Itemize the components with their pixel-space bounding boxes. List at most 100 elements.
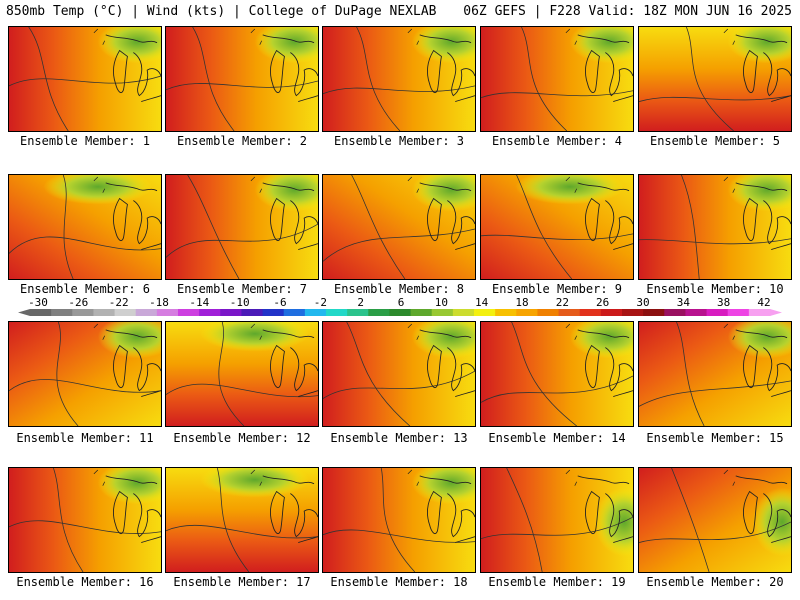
colorbar-swatch xyxy=(389,309,412,316)
run-valid-time: 06Z GEFS | F228 Valid: 18Z MON JUN 16 20… xyxy=(463,4,792,19)
colorbar-swatch xyxy=(114,309,137,316)
ensemble-member-label: Ensemble Member: 9 xyxy=(491,282,623,296)
colorbar-tick-label: 38 xyxy=(717,296,731,309)
ensemble-member-label: Ensemble Member: 15 xyxy=(646,431,784,445)
ensemble-member-map xyxy=(480,321,634,427)
colorbar-swatch xyxy=(72,309,94,316)
colorbar-swatch xyxy=(368,309,390,316)
ensemble-member-label: Ensemble Member: 13 xyxy=(330,431,468,445)
colorbar-tick-label: 42 xyxy=(757,296,771,309)
ensemble-member-map xyxy=(480,174,634,280)
map-title: 850mb Temp (°C) | Wind (kts) | College o… xyxy=(6,4,437,19)
colorbar-swatch xyxy=(622,309,644,316)
ensemble-member-map xyxy=(638,467,792,573)
colorbar-swatch xyxy=(304,309,327,316)
ensemble-member-label: Ensemble Member: 5 xyxy=(649,134,781,148)
colorbar-swatch xyxy=(347,309,369,316)
colorbar-tick-label: -6 xyxy=(273,296,287,309)
colorbar-swatch xyxy=(178,309,200,316)
colorbar-tick-label: 2 xyxy=(357,296,364,309)
colorbar-tick-label: -26 xyxy=(68,296,89,309)
ensemble-member-map xyxy=(322,321,476,427)
colorbar-tick-label: 6 xyxy=(397,296,405,309)
ensemble-member-label: Ensemble Member: 11 xyxy=(16,431,154,445)
colorbar-swatch xyxy=(283,309,306,316)
colorbar-swatch xyxy=(727,309,750,316)
ensemble-member-map xyxy=(322,174,476,280)
ensemble-member-label: Ensemble Member: 19 xyxy=(488,575,626,589)
colorbar-tick-label: -22 xyxy=(108,296,129,309)
ensemble-member-label: Ensemble Member: 6 xyxy=(19,282,151,296)
colorbar-swatch xyxy=(93,309,116,316)
colorbar-swatch xyxy=(410,309,433,316)
colorbar-tick-label: 14 xyxy=(475,296,489,309)
ensemble-member-map xyxy=(322,467,476,573)
colorbar-swatch xyxy=(643,309,665,316)
ensemble-member-map xyxy=(480,467,634,573)
ensemble-member-label: Ensemble Member: 17 xyxy=(173,575,311,589)
colorbar-swatch xyxy=(537,309,560,316)
colorbar-tick-label: -2 xyxy=(313,296,327,309)
ensemble-member-label: Ensemble Member: 7 xyxy=(176,282,308,296)
colorbar-swatch xyxy=(706,309,729,316)
colorbar-tick-label: -18 xyxy=(149,296,169,309)
colorbar-swatch xyxy=(262,309,285,316)
ensemble-member-label: Ensemble Member: 20 xyxy=(646,575,784,589)
ensemble-member-map xyxy=(165,321,319,427)
temperature-colorbar xyxy=(18,309,782,316)
ensemble-member-label: Ensemble Member: 16 xyxy=(16,575,154,589)
colorbar-tick-label: 10 xyxy=(434,296,448,309)
colorbar-swatch xyxy=(156,309,179,316)
ensemble-member-map xyxy=(8,26,162,132)
ensemble-member-label: Ensemble Member: 8 xyxy=(333,282,465,296)
ensemble-member-map xyxy=(638,174,792,280)
colorbar-swatch xyxy=(600,309,623,316)
colorbar-swatch xyxy=(199,309,221,316)
colorbar-swatch xyxy=(326,309,348,316)
ensemble-member-label: Ensemble Member: 4 xyxy=(491,134,623,148)
ensemble-member-map xyxy=(8,321,162,427)
ensemble-member-map xyxy=(8,174,162,280)
colorbar-tick-label: -10 xyxy=(229,296,250,309)
colorbar-swatch xyxy=(30,309,52,316)
colorbar-swatch xyxy=(135,309,158,316)
colorbar-swatch xyxy=(664,309,686,316)
colorbar-swatch xyxy=(452,309,475,316)
colorbar-tick-label: 26 xyxy=(596,296,610,309)
colorbar-tick-label: 30 xyxy=(636,296,650,309)
colorbar-swatch xyxy=(51,309,73,316)
ensemble-member-label: Ensemble Member: 2 xyxy=(176,134,308,148)
colorbar-tick-label: 18 xyxy=(515,296,529,309)
colorbar-swatch xyxy=(579,309,602,316)
ensemble-member-label: Ensemble Member: 1 xyxy=(19,134,151,148)
colorbar-swatch xyxy=(431,309,454,316)
colorbar-swatch xyxy=(558,309,581,316)
colorbar-tick-label: 34 xyxy=(676,296,690,309)
ensemble-member-map xyxy=(8,467,162,573)
ensemble-member-label: Ensemble Member: 12 xyxy=(173,431,311,445)
ensemble-member-map xyxy=(480,26,634,132)
colorbar-tick-label: -30 xyxy=(28,296,48,309)
colorbar-swatch xyxy=(220,309,242,316)
colorbar-min-arrow xyxy=(18,309,30,316)
ensemble-member-label: Ensemble Member: 18 xyxy=(330,575,468,589)
colorbar-swatch xyxy=(474,309,496,316)
ensemble-member-map xyxy=(165,467,319,573)
colorbar-swatch xyxy=(685,309,708,316)
colorbar-swatch xyxy=(241,309,264,316)
ensemble-member-map xyxy=(165,174,319,280)
ensemble-member-label: Ensemble Member: 3 xyxy=(333,134,465,148)
ensemble-member-map xyxy=(638,321,792,427)
ensemble-member-map xyxy=(322,26,476,132)
colorbar-swatch xyxy=(748,309,771,316)
colorbar-swatch xyxy=(495,309,517,316)
colorbar-swatch xyxy=(516,309,538,316)
colorbar-max-arrow xyxy=(770,309,782,316)
ensemble-member-label: Ensemble Member: 14 xyxy=(488,431,626,445)
colorbar-tick-label: 22 xyxy=(555,296,569,309)
ensemble-member-map xyxy=(165,26,319,132)
colorbar-tick-label: -14 xyxy=(189,296,210,309)
ensemble-member-map xyxy=(638,26,792,132)
ensemble-member-label: Ensemble Member: 10 xyxy=(646,282,784,296)
